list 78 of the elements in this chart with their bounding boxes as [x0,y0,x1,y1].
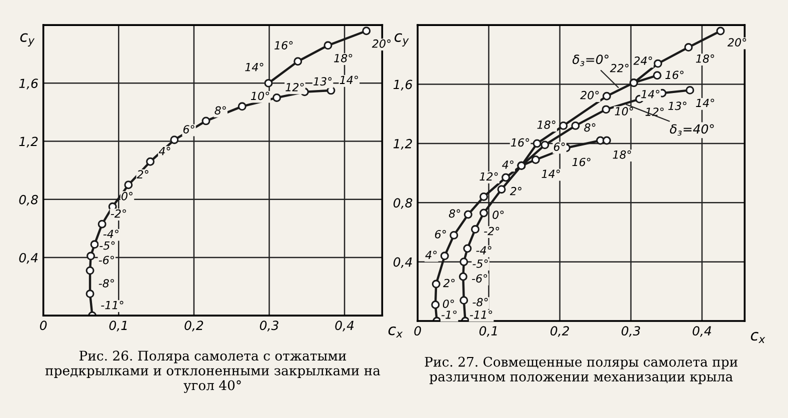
annotation: 22° [610,64,629,72]
y-tick-label: 0,4 [394,257,412,268]
annotation: -5° [100,241,115,250]
x-tick-label: 0,2 [184,320,204,332]
annotation: 4° [158,146,170,156]
annotation: δ$_{з}$=40° [670,124,714,136]
y-tick-label: 1,2 [394,138,412,150]
annotation: -1° [442,310,457,319]
annotation: 14° [542,170,560,178]
annotation: 18° [537,120,556,129]
y-tick-label: 0,8 [19,194,38,206]
x-tick-label: 0,2 [550,326,569,337]
annotation: 8° [584,123,596,132]
annotation: 2° [510,186,522,196]
annotation: 16° [572,158,590,166]
annotation: 13° [314,77,332,86]
annotation: 12° [286,82,304,92]
text: Рис. 26. Поляра самолета с отжатыми предкрылками и отклоненными закрылками на угол 40° [45,350,380,393]
annotation: 10° [614,107,633,116]
x-tick-label: 0,1 [479,326,497,337]
y-axis-title: c$_{y}$ [394,33,409,46]
annotation: 18° [612,150,631,159]
y-tick-label: 1,6 [394,80,412,90]
annotation: -6° [98,256,114,264]
annotation: -8° [98,279,114,288]
annotation: 2° [443,278,455,288]
annotation: δ$_{з}$=0° [572,54,608,66]
text: Рис. 27. Совмещенные поляры самолета при различном положении механизации крыла [424,356,738,384]
annotation: 16° [510,138,530,147]
annotation: -6° [472,274,488,283]
x-tick-label: 0 [414,326,421,336]
annotation: 18° [696,54,714,63]
annotation: 6° [554,142,565,151]
annotation: 4° [425,250,437,259]
x-tick-label: 0,4 [335,320,354,332]
annotation: -8° [472,298,488,306]
annotation: 12° [480,172,498,181]
annotation: 16° [665,70,684,80]
annotation: 0° [122,192,133,200]
annotation: 0° [442,300,454,308]
annotation: -4° [103,230,118,238]
annotation: 16° [274,41,293,50]
x-tick-label: 0,3 [260,320,278,332]
y-tick-label: 0,4 [19,252,38,264]
annotation: 20° [727,38,746,47]
annotation: 10° [251,92,270,100]
annotation: 20° [580,90,599,100]
annotation: 14° [245,62,264,72]
annotation: -5° [472,259,488,268]
annotation: 0° [492,210,504,220]
annotation: 18° [334,54,352,62]
x-axis-title: c$_{x}$ [388,326,403,338]
annotation: 6° [435,230,446,238]
annotation: 4° [502,160,514,169]
x-tick-label: 0,4 [692,326,712,337]
x-axis-title: c$_{x}$ [750,332,766,343]
y-axis-title: c$_{y}$ [20,33,35,46]
annotation: 14° [641,90,660,98]
annotation: -11° [470,310,492,319]
y-tick-label: 0,8 [394,198,412,209]
annotation: -2° [110,209,126,218]
annotation: -2° [484,226,500,236]
annotation: 13° [668,102,686,110]
annotation: -11° [101,300,124,310]
x-tick-label: 0,1 [109,320,127,332]
y-tick-label: 1,2 [19,136,38,148]
annotation: 14° [340,76,358,84]
annotation: 2° [136,170,148,178]
x-tick-label: 0,3 [622,326,640,337]
annotation: 8° [448,209,460,218]
annotation: 6° [183,125,194,134]
annotation: 14° [696,98,714,107]
annotation: -4° [476,246,492,254]
x-tick-label: 0 [40,320,47,330]
annotation: 24° [633,56,652,65]
annotation: 20° [372,39,391,48]
y-tick-label: 1,6 [19,78,38,90]
annotation: 8° [214,106,226,115]
